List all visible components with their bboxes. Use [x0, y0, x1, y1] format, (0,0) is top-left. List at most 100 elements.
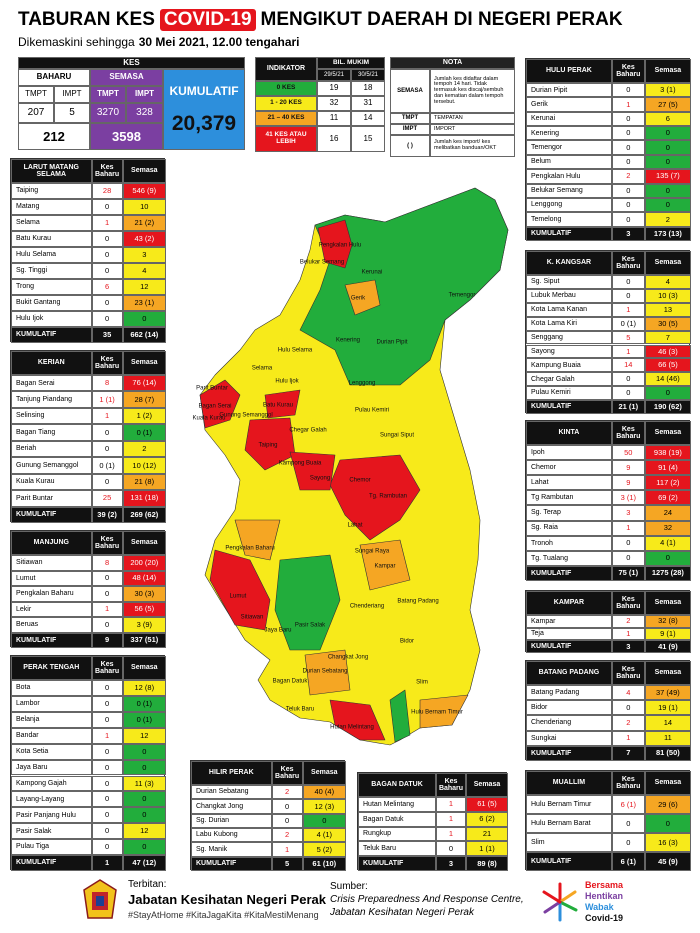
area-name: Sg. Siput — [526, 275, 612, 289]
active-cases: 69 (2) — [644, 490, 691, 506]
area-name: Durian Pipit — [526, 83, 612, 98]
active-cases: 48 (14) — [122, 570, 166, 586]
column-header: Kes Baharu — [611, 771, 645, 795]
district-table: MANJUNG Kes Baharu Semasa Sitiawan 8 200 (20)… — [10, 530, 166, 648]
column-header: Kes Baharu — [611, 59, 645, 83]
column-header: Semasa — [644, 771, 691, 795]
map-label: Jaya Baru — [264, 628, 291, 634]
region — [304, 649, 351, 696]
map-label: Hulu Bernam Timur — [411, 710, 463, 716]
map-label: Kuala Kurau — [192, 416, 225, 422]
area-name: Temelong — [526, 212, 612, 227]
area-name: Kota Lama Kanan — [526, 302, 612, 317]
new-cases: 0 — [91, 839, 123, 856]
active-cases: 16 (3) — [644, 833, 691, 852]
new-cases: 0 (1) — [91, 457, 123, 474]
new-cases: 0 — [611, 288, 645, 303]
total-active: 269 (62) — [122, 506, 166, 523]
column-header: Semasa — [122, 159, 166, 183]
new-cases: 0 — [91, 295, 123, 311]
import-label: IMPT — [54, 86, 90, 103]
new-cases: 2 — [611, 615, 645, 628]
area-name: Pasir Salak — [11, 823, 92, 840]
area-name: Sg. Manik — [191, 842, 272, 857]
area-name: Kota Setia — [11, 743, 92, 760]
district-name: KAMPAR — [526, 591, 612, 615]
active-cases: 0 — [122, 311, 166, 327]
district-name: KERIAN — [11, 351, 92, 375]
area-name: Lubuk Merbau — [526, 288, 612, 303]
total-new: 3 — [611, 226, 645, 241]
new-cases: 0 — [611, 275, 645, 289]
new-cases: 0 — [91, 311, 123, 327]
area-name: Kampung Buaia — [526, 358, 612, 373]
active-cases: 6 — [644, 111, 691, 127]
area-name: Parit Buntar — [11, 490, 92, 507]
active-cases: 37 (49) — [644, 685, 691, 701]
map-label: Chegar Galah — [289, 428, 326, 434]
new-cases: 0 — [611, 814, 645, 833]
map-label: Tg. Rambutan — [369, 494, 407, 500]
campaign-line: Bersama — [585, 880, 624, 890]
new-cases: 1 — [436, 811, 466, 827]
new-cases: 2 — [271, 828, 303, 843]
map-label: Gunung Semanggol — [219, 413, 272, 419]
active-label: SEMASA — [90, 69, 163, 86]
active-cases: 1 (1) — [466, 841, 508, 857]
total-active: 662 (14) — [122, 327, 166, 343]
active-cases: 61 (5) — [466, 797, 508, 812]
total-label: KUMULATIF — [11, 506, 92, 523]
active-cases: 0 — [644, 140, 691, 155]
active-cases: 56 (5) — [122, 601, 166, 617]
total-label: KUMULATIF — [358, 856, 436, 871]
region — [389, 689, 411, 743]
area-name: Bagan Datuk — [358, 811, 436, 827]
region — [329, 699, 386, 741]
column-header: Semasa — [122, 656, 166, 680]
mukim-count: 19 — [317, 81, 351, 96]
active-cases: 0 — [644, 550, 691, 566]
active-cases: 938 (19) — [644, 445, 691, 461]
area-name: Lambor — [11, 695, 92, 712]
map-label: Teluk Baru — [286, 707, 314, 713]
area-name: Tanjung Piandang — [11, 391, 92, 408]
note-text: Jumlah kes didaftar dalam tempoh 14 hari… — [430, 69, 515, 113]
active-cases: 24 — [644, 505, 691, 521]
map-label: Slim — [416, 680, 428, 686]
map-label: Durian Sebatang — [302, 669, 347, 675]
title-start: TABURAN KES — [18, 9, 155, 30]
active-cases: 0 (1) — [122, 424, 166, 441]
area-name: Chenderiang — [526, 715, 612, 731]
total-new: 6 (1) — [611, 852, 645, 871]
area-name: Sitiawan — [11, 555, 92, 571]
active-cases: 4 — [122, 263, 166, 279]
area-name: Changkat Jong — [191, 799, 272, 814]
area-name: Chemor — [526, 460, 612, 476]
active-cases: 5 (2) — [302, 842, 346, 857]
area-name: Rungkup — [358, 826, 436, 842]
new-cases: 0 — [91, 231, 123, 247]
new-cases: 0 — [611, 833, 645, 852]
new-cases: 1 — [611, 627, 645, 641]
active-cases: 27 (5) — [644, 97, 691, 112]
map-label: Sitiawan — [241, 615, 264, 621]
map-label: Batu Kurau — [263, 403, 293, 409]
active-cases: 12 (8) — [122, 680, 166, 696]
district-table: BAGAN DATUK Kes Baharu Semasa Hutan Melinta… — [357, 772, 508, 871]
column-header: Semasa — [644, 59, 691, 83]
total-new: 1 — [91, 855, 123, 871]
active-cases: 0 — [122, 759, 166, 776]
new-cases: 1 — [91, 727, 123, 744]
active-cases: 0 — [644, 126, 691, 141]
active-cases: 9 (1) — [644, 627, 691, 641]
active-cases: 131 (18) — [122, 490, 166, 507]
area-name: Tg. Tualang — [526, 550, 612, 566]
active-cases: 0 — [644, 814, 691, 833]
new-cases: 1 — [611, 730, 645, 746]
new-cases: 1 — [611, 97, 645, 112]
map-label: Kampong Buaia — [279, 461, 322, 467]
note-key: ( ) — [390, 135, 430, 157]
new-cases: 9 — [611, 460, 645, 476]
source-line: Crisis Preparedness And Response Centre, — [330, 894, 524, 905]
map-label: Bagan Serai — [198, 404, 231, 410]
